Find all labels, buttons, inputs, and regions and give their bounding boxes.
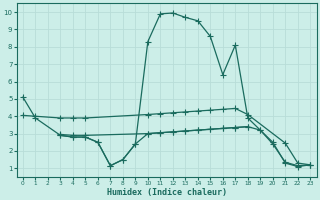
X-axis label: Humidex (Indice chaleur): Humidex (Indice chaleur) (107, 188, 227, 197)
